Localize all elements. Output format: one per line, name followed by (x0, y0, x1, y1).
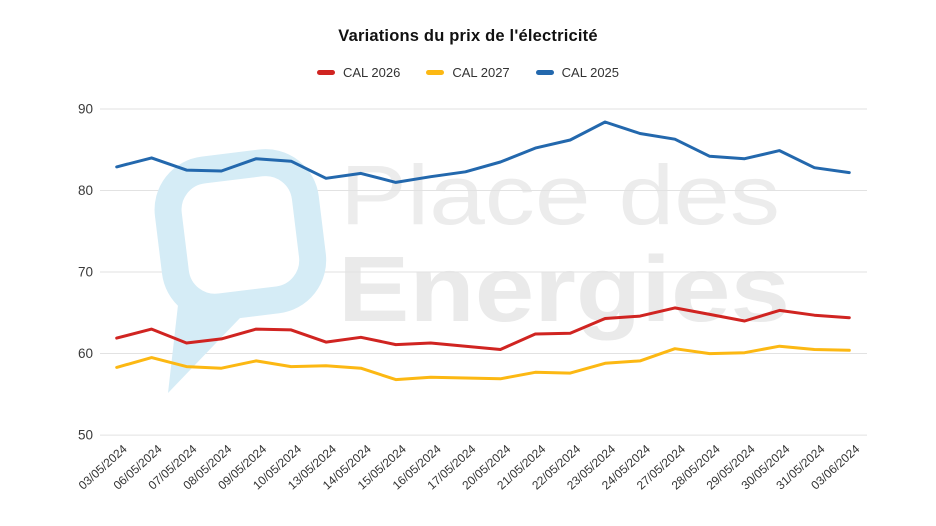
legend-marker-cal-2026 (316, 70, 335, 75)
y-axis-labels: 50 60 70 80 90 (78, 102, 93, 443)
y-axis-label-80: 80 (78, 183, 93, 198)
watermark-text-line2: Energies (338, 237, 790, 341)
line-cal-2027[interactable] (115, 344, 851, 382)
chart-title: Variations du prix de l'électricité (338, 27, 598, 45)
watermark-logo-tail (168, 305, 240, 393)
watermark-text-line1: Place des (340, 148, 780, 242)
y-axis-label-60: 60 (78, 346, 93, 361)
legend-label-cal-2025: CAL 2025 (561, 65, 620, 80)
watermark-logo (154, 149, 327, 393)
y-axis-label-90: 90 (78, 102, 93, 117)
legend-marker-cal-2025 (535, 70, 554, 75)
legend-marker-cal-2027 (426, 70, 445, 75)
legend-item-cal-2025[interactable]: CAL 2025 (535, 65, 620, 80)
line-cal-2025[interactable] (115, 120, 851, 184)
data-series (115, 120, 851, 382)
legend-item-cal-2027[interactable]: CAL 2027 (426, 65, 510, 80)
watermark-logo-bubble (154, 149, 327, 321)
legend-label-cal-2027: CAL 2027 (452, 65, 510, 80)
x-axis-labels: 03/05/202406/05/202407/05/202408/05/2024… (76, 442, 863, 493)
y-axis-label-70: 70 (78, 265, 93, 280)
line-cal-2026[interactable] (115, 306, 851, 351)
legend-item-cal-2026[interactable]: CAL 2026 (316, 65, 401, 80)
y-axis-label-50: 50 (78, 428, 93, 443)
legend-label-cal-2026: CAL 2026 (342, 65, 401, 80)
chart-legend: CAL 2026 CAL 2027 CAL 2025 (0, 65, 936, 80)
